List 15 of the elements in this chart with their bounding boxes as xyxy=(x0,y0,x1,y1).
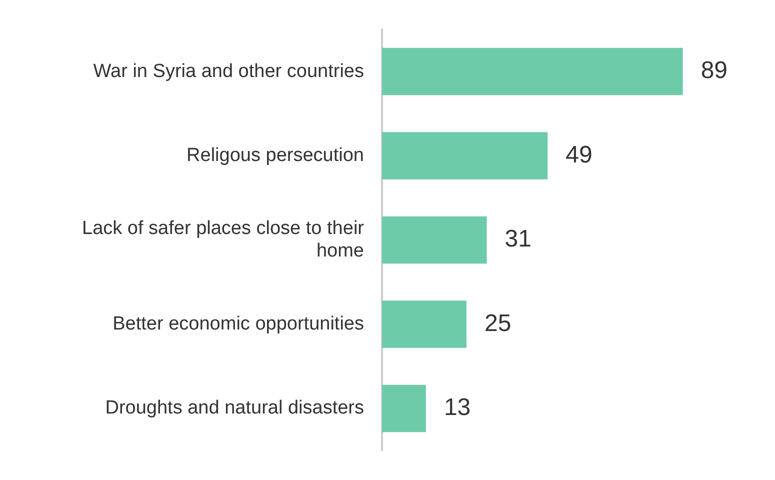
bar xyxy=(382,216,487,264)
data-label: 13 xyxy=(444,394,471,422)
y-tick-label: Religous persecution xyxy=(186,144,364,166)
y-tick-label: Droughts and natural disasters xyxy=(105,398,364,419)
y-tick-label: Better economic opportunities xyxy=(112,313,364,334)
data-label: 31 xyxy=(504,226,532,253)
bar xyxy=(382,132,548,180)
y-tick-label: Lack of safer places close to their home xyxy=(82,218,365,262)
data-label: 25 xyxy=(484,310,512,337)
y-tick-label: War in Syria and other countries xyxy=(93,60,364,82)
bar xyxy=(382,300,466,348)
data-label: 89 xyxy=(700,57,728,84)
data-label: 49 xyxy=(566,141,592,168)
bar xyxy=(382,48,683,96)
bar xyxy=(382,384,426,432)
